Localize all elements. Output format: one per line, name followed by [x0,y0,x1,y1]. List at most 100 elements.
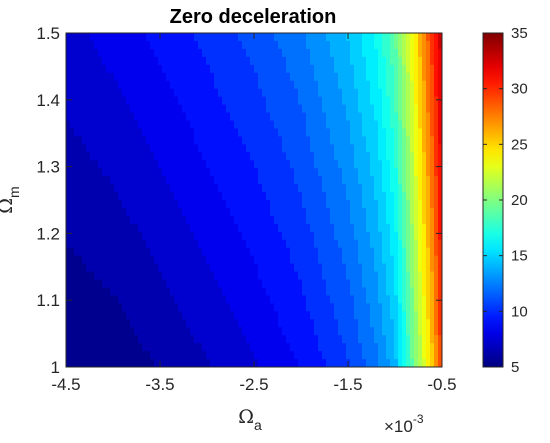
heat-cell [150,295,155,304]
heat-cell [390,160,395,169]
heat-cell [190,120,195,130]
heat-cell [422,239,427,249]
heat-cell [394,231,399,241]
heat-cell [106,64,111,74]
heat-cell [318,152,323,161]
heat-cell [322,152,327,161]
heat-cell [242,80,247,90]
heat-cell [74,335,79,344]
heat-cell [310,168,315,177]
heat-cell [426,247,431,257]
heat-cell [114,112,119,122]
heat-cell [294,104,299,114]
heat-cell [178,184,183,193]
heat-cell [158,152,163,161]
heat-cell [370,184,375,193]
heat-cell [382,40,387,50]
heat-cell [78,319,83,328]
heat-cell [390,351,395,360]
heat-cell [318,88,323,98]
heat-cell [426,271,431,281]
heat-cell [290,112,295,122]
heat-cell [238,359,243,367]
heat-cell [154,144,159,153]
heat-cell [78,120,83,130]
heat-cell [318,136,323,145]
heat-cell [238,215,243,225]
heat-cell [418,255,423,265]
heat-cell [130,200,135,209]
heat-cell [422,359,427,367]
heat-cell [314,295,319,304]
heat-cell [138,48,143,58]
heat-cell [82,48,87,58]
heat-cell [282,231,287,241]
heat-cell [202,327,207,336]
heat-cell [138,104,143,114]
heat-cell [258,247,263,257]
heat-cell [410,40,415,50]
heat-cell [386,96,391,106]
heat-cell [274,271,279,281]
heat-cell [414,327,419,336]
heat-cell [146,327,151,336]
heat-cell [306,351,311,360]
heat-cell [278,64,283,74]
heat-cell [118,64,123,74]
heat-cell [282,311,287,320]
heat-cell [266,231,271,241]
heat-cell [274,287,279,297]
heat-cell [246,64,251,74]
heat-cell [122,80,127,90]
heat-cell [214,271,219,281]
heat-cell [158,263,163,273]
heat-cell [426,200,431,209]
heat-cell [270,64,275,74]
heat-cell [266,104,271,114]
heat-cell [126,223,131,233]
heat-cell [306,48,311,58]
heat-cell [106,176,111,185]
heat-cell [422,192,427,201]
heat-cell [426,287,431,297]
heat-cell [422,112,427,122]
heat-cell [70,184,75,193]
heat-cell [162,263,167,273]
heat-cell [114,192,119,201]
heat-cell [250,64,255,74]
heat-cell [390,88,395,98]
heat-cell [346,88,351,98]
heat-cell [398,56,403,66]
heat-cell [262,215,267,225]
heat-cell [114,88,119,98]
heat-cell [70,64,75,74]
heat-cell [322,359,327,367]
heat-cell [134,176,139,185]
heat-cell [70,128,75,137]
heat-cell [254,136,259,145]
heat-cell [326,33,331,42]
heat-cell [142,207,147,217]
heat-cell [186,176,191,185]
heat-cell [386,271,391,281]
heat-cell [74,120,79,130]
heat-cell [398,263,403,273]
heat-cell [66,80,71,90]
heat-cell [410,247,415,257]
heat-cell [142,152,147,161]
heat-cell [426,48,431,58]
heat-cell [122,279,127,289]
heat-cell [170,80,175,90]
heat-cell [274,359,279,367]
heat-cell [382,343,387,352]
heat-cell [246,104,251,114]
heat-cell [82,335,87,344]
heat-cell [138,319,143,328]
heat-cell [198,343,203,352]
heat-cell [274,247,279,257]
heat-cell [338,192,343,201]
heat-cell [190,176,195,185]
heat-cell [146,168,151,177]
heat-cell [258,343,263,352]
heat-cell [354,311,359,320]
